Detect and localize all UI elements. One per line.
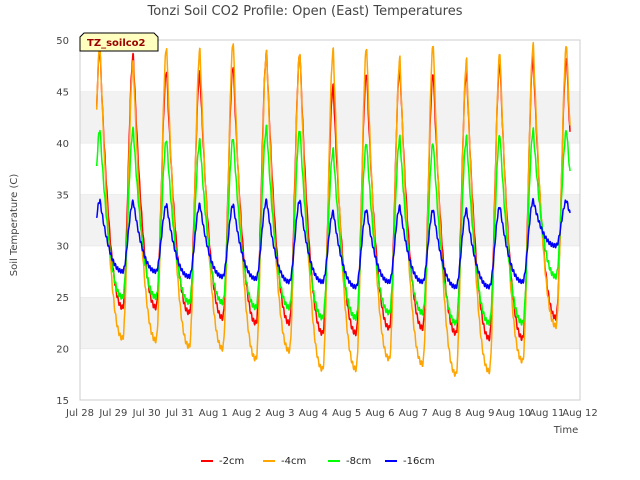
y-tick-label: 15	[56, 396, 69, 407]
y-axis-title: Soil Temperature (C)	[9, 174, 20, 277]
y-tick-label: 35	[56, 190, 69, 201]
x-tick-label: Aug 1	[199, 408, 228, 419]
y-tick-label: 50	[56, 36, 69, 47]
series-line-minus-16cm	[95, 197, 571, 290]
chart-title: Tonzi Soil CO2 Profile: Open (East) Temp…	[146, 4, 462, 19]
y-tick-label: 40	[56, 139, 69, 150]
x-tick-label: Aug 5	[332, 408, 361, 419]
x-tick-label: Aug 9	[465, 408, 494, 419]
x-tick-label: Aug 7	[399, 408, 428, 419]
x-tick-label: Aug 4	[299, 408, 328, 419]
plot-frame	[79, 39, 581, 401]
y-tick-label: 30	[56, 242, 69, 253]
y-axis: 15 20 25 30 35 40 45 50	[56, 36, 69, 407]
annotation-box: TZ_soilco2	[79, 32, 159, 52]
x-tick-label: Aug 6	[365, 408, 394, 419]
x-tick-label: Jul 29	[98, 408, 127, 419]
x-tick-label: Aug 11	[529, 408, 564, 419]
x-tick-label: Aug 2	[232, 408, 261, 419]
legend-label: -2cm	[219, 456, 244, 467]
grid-band	[80, 40, 580, 92]
legend: -2cm -4cm -8cm -16cm	[201, 456, 435, 467]
series-line-minus-8cm	[95, 124, 571, 327]
legend-label: -16cm	[403, 456, 435, 467]
annotation-box-shape	[79, 32, 159, 52]
series-line-minus-2cm	[95, 50, 571, 342]
x-tick-label: Jul 28	[65, 408, 94, 419]
legend-label: -8cm	[346, 456, 371, 467]
y-tick-label: 20	[56, 345, 69, 356]
x-tick-label: Aug 8	[432, 408, 461, 419]
legend-label: -4cm	[281, 456, 306, 467]
grid-band	[80, 297, 580, 349]
y-tick-label: 45	[56, 87, 69, 98]
grid-band	[80, 245, 580, 298]
y-tick-label: 25	[56, 293, 69, 304]
grid-band	[80, 348, 580, 400]
x-tick-label: Aug 10	[496, 408, 531, 419]
x-axis-title: Time	[553, 425, 578, 436]
annotation-label: TZ_soilco2	[87, 38, 146, 49]
series-layer	[95, 41, 571, 377]
x-tick-label: Aug 12	[562, 408, 597, 419]
x-tick-label: Jul 30	[132, 408, 161, 419]
x-axis: Jul 28 Jul 29 Jul 30 Jul 31 Aug 1 Aug 2 Aug 3 A…	[65, 408, 598, 419]
x-tick-label: Aug 3	[265, 408, 294, 419]
x-tick-label: Jul 31	[165, 408, 194, 419]
